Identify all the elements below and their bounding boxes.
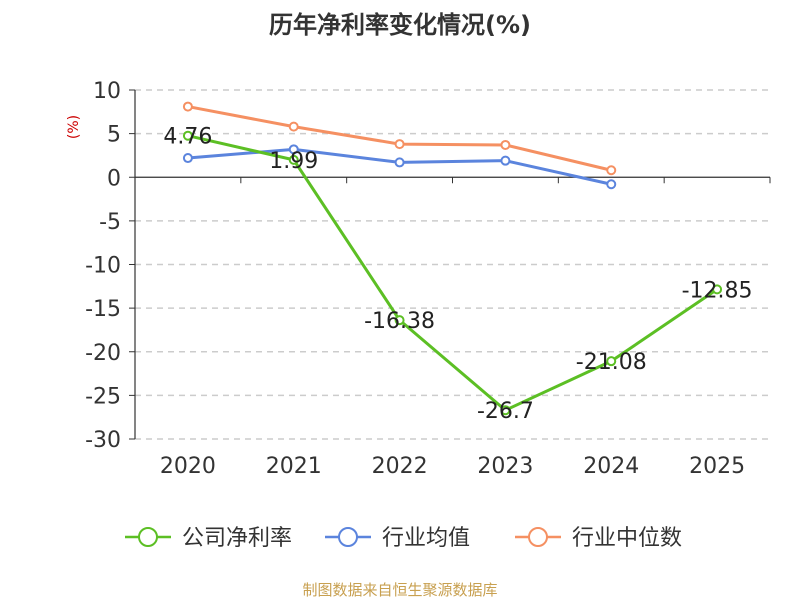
- data-point: [288, 154, 299, 165]
- y-axis-label: (%): [66, 115, 82, 139]
- axes: 10 5 0 -5 -10 -15 -20 -25 -30 2020 2021 2022 2023 202…: [85, 79, 771, 479]
- data-point: [606, 356, 617, 367]
- data-point: [394, 139, 405, 150]
- data-point: [394, 157, 405, 168]
- y-tick-label: -30: [85, 428, 121, 453]
- legend-marker: [338, 527, 358, 547]
- x-tick-label: 2022: [372, 454, 428, 479]
- data-label: -12.85: [682, 278, 753, 303]
- data-point: [182, 153, 193, 164]
- y-tick-label: -5: [99, 210, 121, 235]
- legend-label: 行业中位数: [572, 526, 682, 551]
- data-label: -16.38: [364, 309, 435, 334]
- x-tick-label: 2025: [689, 454, 745, 479]
- y-tick-label: 10: [93, 79, 121, 104]
- data-label: 4.76: [163, 125, 212, 150]
- y-tick-label: -10: [85, 254, 121, 279]
- legend: 公司净利率 行业均值 行业中位数: [125, 526, 682, 551]
- data-point: [288, 144, 299, 155]
- legend-label: 行业均值: [382, 526, 470, 551]
- data-point: [182, 130, 193, 141]
- data-label: -26.7: [477, 399, 534, 424]
- data-point: [712, 284, 723, 295]
- x-tick-label: 2021: [266, 454, 322, 479]
- data-point: [500, 155, 511, 166]
- data-point: [606, 179, 617, 190]
- y-tick-label: -15: [85, 297, 121, 322]
- data-point: [500, 405, 511, 416]
- legend-marker: [528, 527, 548, 547]
- y-tick-label: 0: [107, 166, 121, 191]
- data-point: [288, 121, 299, 132]
- y-tick-label: -20: [85, 341, 121, 366]
- chart-title: 历年净利率变化情况(%): [269, 11, 531, 39]
- x-tick-label: 2024: [583, 454, 639, 479]
- data-labels: 4.76 1.99 -16.38 -26.7 -21.08 -12.85: [163, 125, 752, 424]
- source-note: 制图数据来自恒生聚源数据库: [302, 581, 497, 599]
- data-point: [394, 315, 405, 326]
- legend-marker: [138, 527, 158, 547]
- legend-label: 公司净利率: [182, 526, 292, 551]
- grid-lines: [135, 89, 770, 440]
- data-point: [606, 165, 617, 176]
- data-points: [182, 101, 723, 416]
- data-point: [500, 139, 511, 150]
- x-tick-label: 2020: [160, 454, 216, 479]
- y-tick-label: -25: [85, 384, 121, 409]
- x-tick-label: 2023: [477, 454, 533, 479]
- data-label: 1.99: [269, 149, 318, 174]
- data-label: -21.08: [576, 350, 647, 375]
- series-line: [186, 134, 719, 412]
- data-point: [182, 101, 193, 112]
- y-tick-label: 5: [107, 123, 121, 148]
